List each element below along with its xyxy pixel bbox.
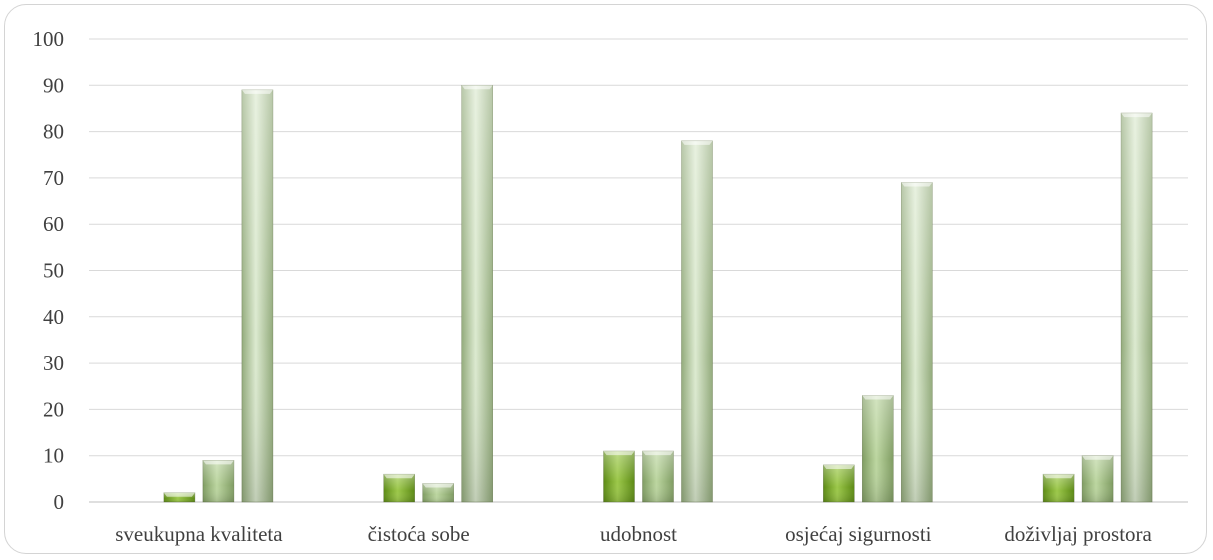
bar-4-1 [1042, 473, 1075, 503]
bar-bevel [163, 492, 195, 497]
bar-3-2 [861, 395, 894, 503]
bar-1-3 [461, 85, 494, 503]
bar-shade [862, 395, 894, 502]
bar-shade [383, 474, 415, 502]
bar-shade [241, 89, 273, 503]
bar-shade [461, 85, 493, 503]
bar-0-2 [202, 460, 235, 503]
y-tick-label: 100 [33, 27, 65, 51]
bar-shade [603, 451, 635, 502]
x-tick-label: čistoća sobe [368, 522, 470, 546]
y-tick-label: 60 [43, 212, 64, 236]
bar-bevel [383, 474, 415, 479]
bar-shade [823, 464, 855, 502]
bar-bevel [241, 89, 273, 94]
bar-shade [642, 451, 674, 502]
bar-4-3 [1120, 112, 1153, 503]
bar-4-2 [1081, 455, 1114, 503]
y-tick-label: 90 [43, 73, 64, 97]
x-tick-label: sveukupna kvaliteta [115, 522, 283, 546]
bar-3-1 [822, 464, 855, 503]
y-axis: 0 10 20 30 40 50 60 70 80 90 100 [33, 27, 65, 514]
y-tick-label: 0 [54, 490, 65, 514]
y-tick-label: 40 [43, 305, 64, 329]
bar-2-2 [642, 450, 674, 503]
bar-bevel [1082, 455, 1114, 460]
bar-bevel [642, 451, 674, 456]
y-tick-label: 10 [43, 444, 64, 468]
bar-bevel [862, 395, 894, 400]
bar-bevel [1121, 113, 1153, 118]
bar-0-3 [241, 89, 274, 503]
bar-bevel [461, 85, 493, 90]
bar-shade [1043, 474, 1075, 502]
bar-shade [1121, 113, 1153, 502]
y-tick-label: 20 [43, 397, 64, 421]
bar-1-2 [422, 483, 455, 503]
x-tick-label: udobnost [600, 522, 677, 546]
bar-bevel [1043, 474, 1075, 479]
bar-shade [163, 492, 195, 502]
y-tick-label: 30 [43, 351, 64, 375]
x-axis: sveukupna kvaliteta čistoća sobe udobnost o… [115, 522, 1152, 546]
bar-2-3 [681, 140, 713, 503]
bar-shade [681, 140, 713, 503]
bar-shade [202, 460, 234, 502]
y-tick-label: 70 [43, 166, 64, 190]
bar-shade [1082, 455, 1114, 502]
bar-bevel [901, 182, 933, 187]
bar-1-1 [383, 473, 416, 503]
bar-bevel [202, 460, 234, 465]
bar-2-1 [603, 450, 635, 503]
bar-bevel [681, 140, 713, 145]
y-tick-label: 80 [43, 120, 64, 144]
x-tick-label: doživljaj prostora [1004, 522, 1152, 546]
bar-3-3 [900, 182, 933, 503]
y-tick-label: 50 [43, 259, 64, 283]
bar-bevel [422, 483, 454, 488]
bar-bevel [603, 451, 635, 456]
bars [163, 85, 1153, 503]
bar-shade [901, 182, 933, 502]
bar-bevel [823, 464, 855, 469]
x-tick-label: osjećaj sigurnosti [785, 522, 932, 546]
bar-shade [422, 483, 454, 502]
bar-0-1 [163, 492, 196, 503]
